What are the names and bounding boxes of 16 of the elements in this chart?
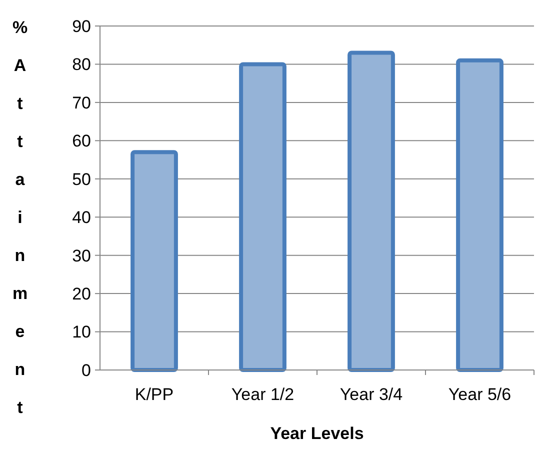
text: % Attainment	[12, 18, 28, 417]
y-tick-label: 30	[72, 246, 91, 266]
x-tick-label: K/PP	[134, 385, 174, 404]
x-tick-label: Year 1/2	[231, 385, 294, 404]
x-tick-label: Year 3/4	[340, 385, 403, 404]
x-axis-title: Year Levels	[270, 424, 364, 443]
y-tick-label: 40	[72, 208, 91, 228]
y-tick-label: 80	[72, 55, 91, 74]
y-tick-label: 0	[82, 360, 91, 380]
y-tick-label: 70	[72, 93, 91, 112]
y-tick-label: 90	[72, 16, 91, 36]
y-tick-label: 10	[72, 322, 91, 342]
x-tick-label: Year 5/6	[448, 385, 512, 404]
y-tick-label: 60	[72, 132, 91, 151]
y-tick-label: 20	[72, 284, 91, 304]
y-tick-label: 50	[72, 170, 91, 189]
